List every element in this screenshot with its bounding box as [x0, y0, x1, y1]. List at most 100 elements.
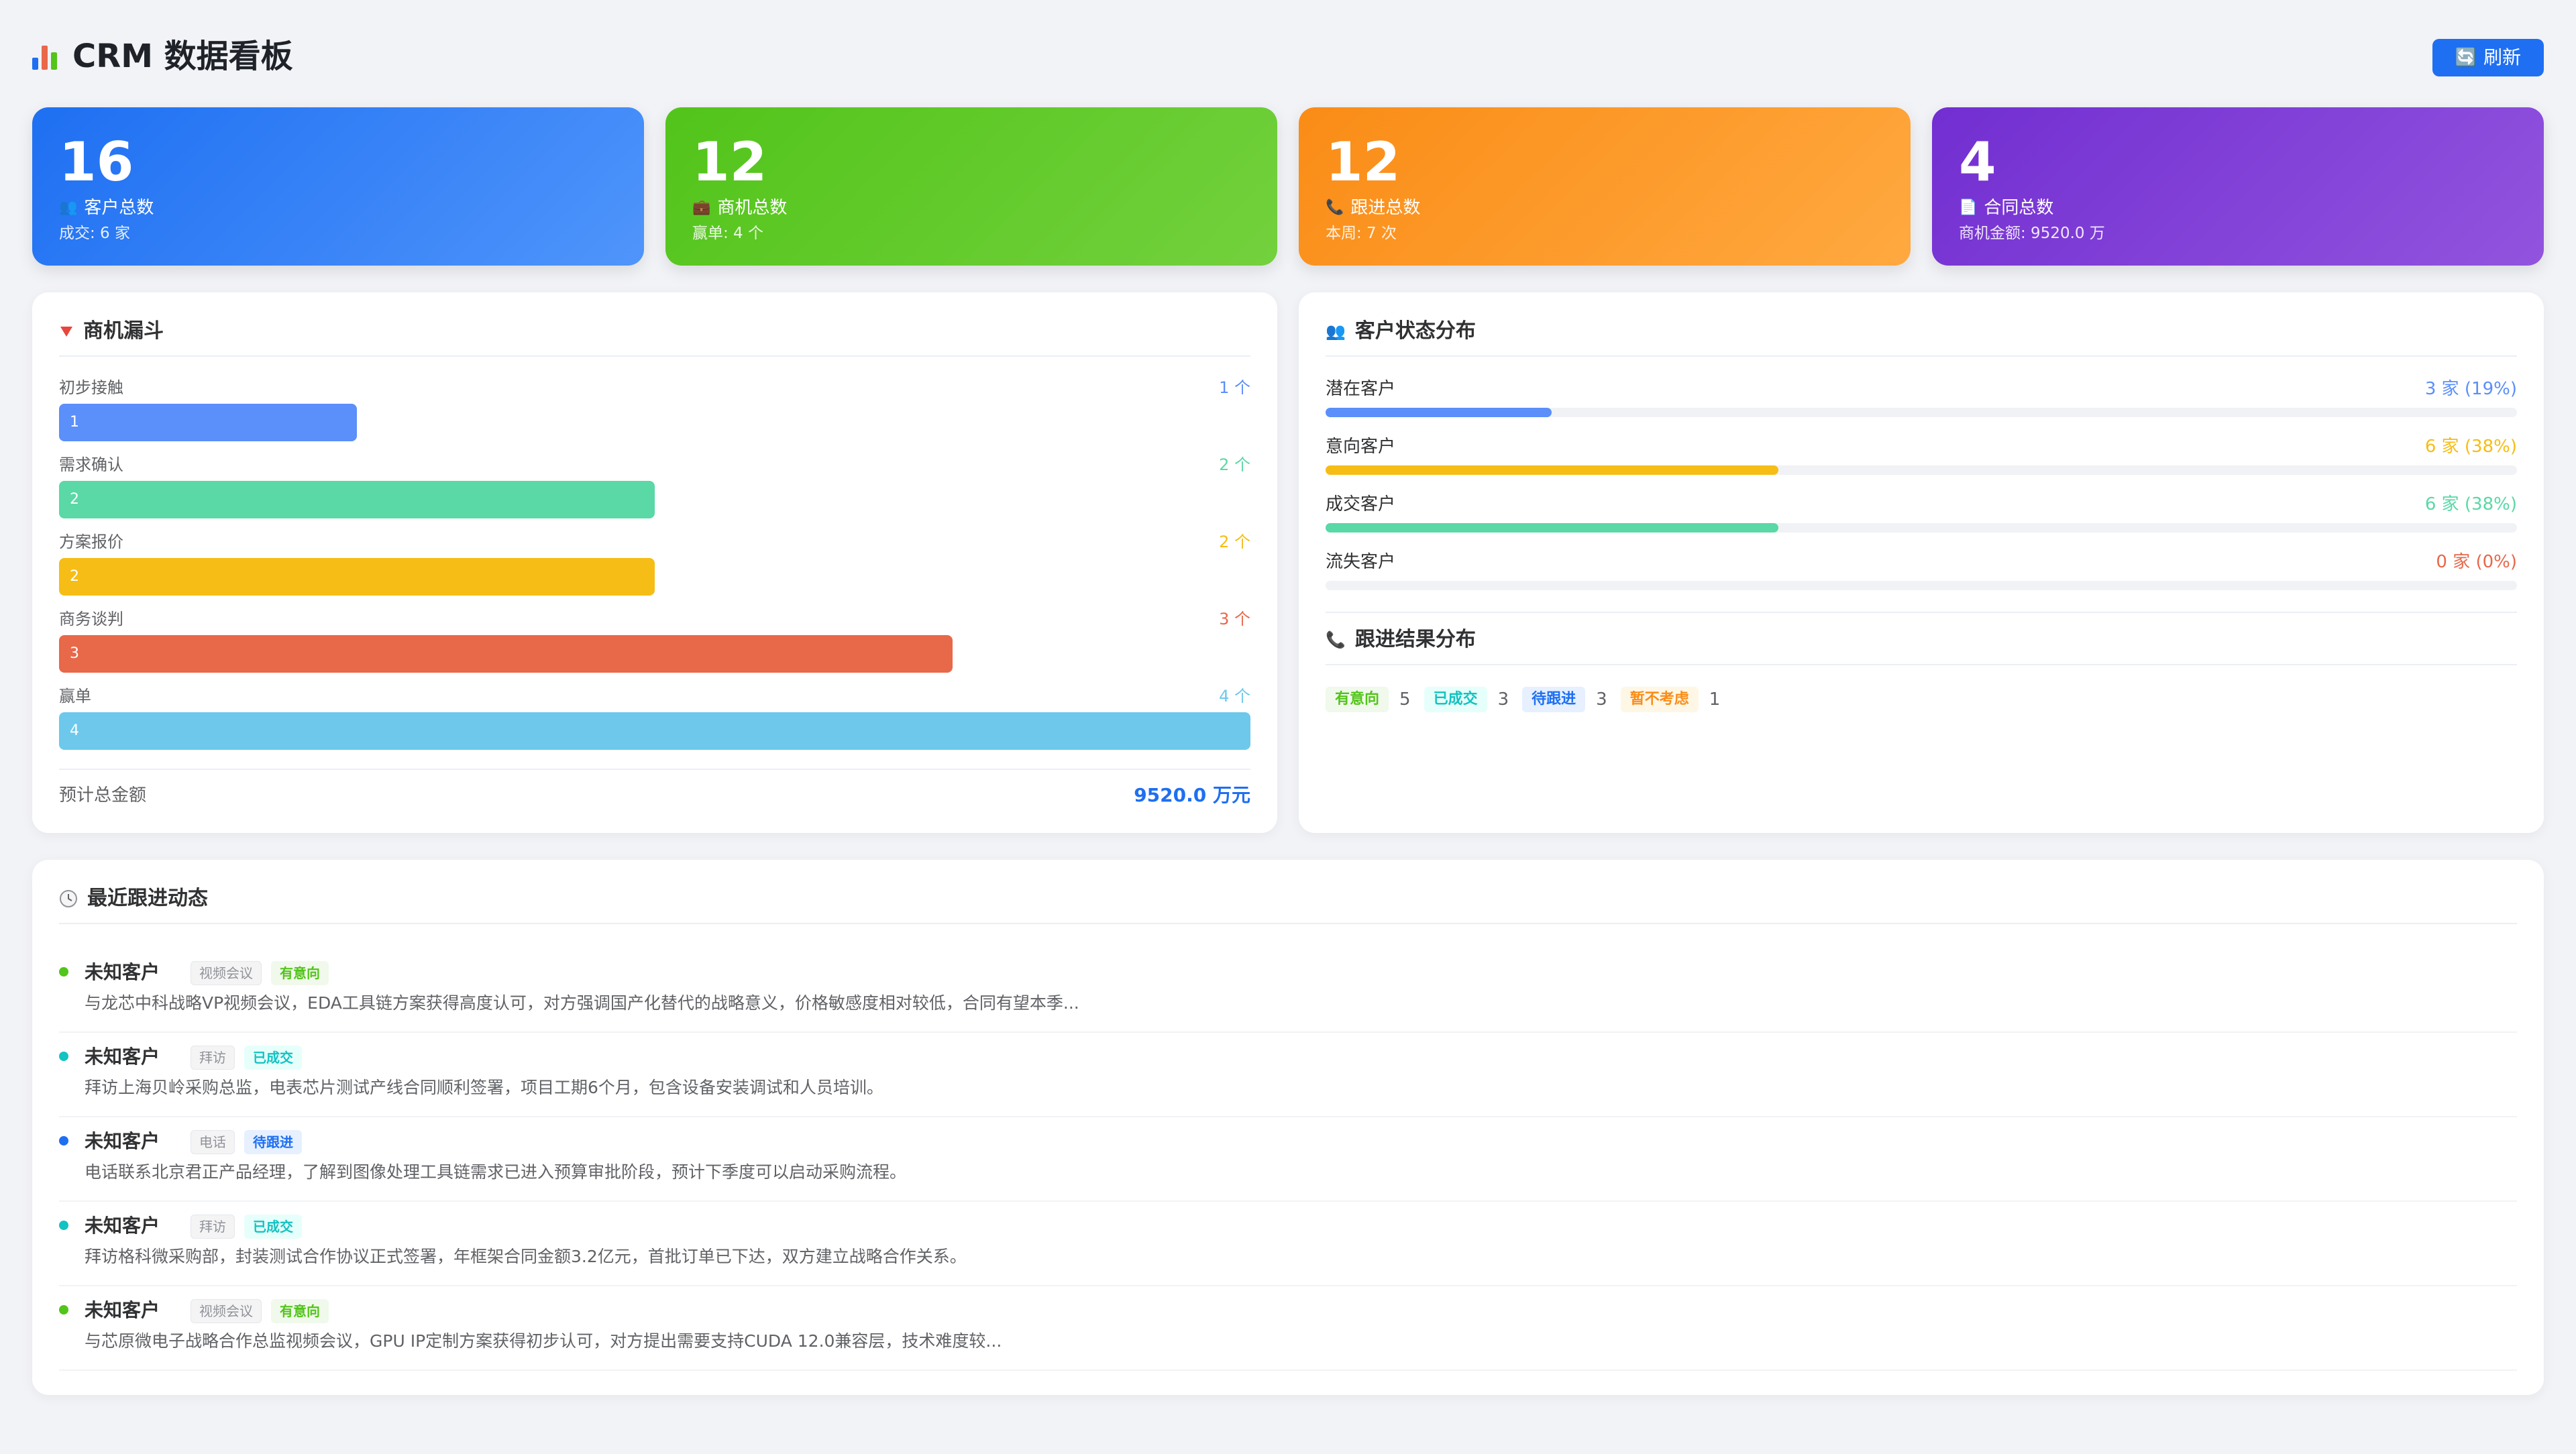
customer-status-panel: 👥 客户状态分布 潜在客户 3 家 (19%) 意向客户 6 家 (38%) 成交客户 6… — [1299, 292, 2544, 833]
funnel-stage-bar: 3 — [59, 635, 953, 673]
result-tag: 暂不考虑 — [1620, 687, 1699, 712]
funnel-stage-count: 4 个 — [1219, 687, 1250, 706]
funnel-stage-count: 1 个 — [1219, 378, 1250, 397]
briefcase-icon: 💼 — [692, 199, 711, 216]
status-label: 成交客户 — [1326, 494, 1396, 514]
funnel-stage-bar: 4 — [59, 712, 1250, 750]
phone-icon: 📞 — [1326, 630, 1346, 649]
status-progress-track — [1326, 523, 2517, 533]
clock-icon — [60, 890, 77, 907]
result-tag: 有意向 — [1326, 687, 1389, 712]
divider — [1326, 664, 2517, 665]
status-dot — [59, 1052, 68, 1061]
result-count: 5 — [1399, 689, 1411, 710]
recent-activity-panel: 最近跟进动态 未知客户 视频会议 有意向 与龙芯中科战略VP视频会议，EDA工具链方案… — [32, 860, 2544, 1395]
funnel-stage-label: 初步接触 — [59, 378, 123, 397]
status-progress-track — [1326, 581, 2517, 590]
status-row: 意向客户 6 家 (38%) — [1326, 435, 2517, 478]
funnel-stage-label: 需求确认 — [59, 455, 123, 474]
status-progress-fill — [1326, 523, 1778, 533]
funnel-stage-bar: 2 — [59, 558, 655, 596]
funnel-stage-bar: 1 — [59, 404, 357, 441]
document-icon: 📄 — [1959, 199, 1978, 216]
activity-item[interactable]: 未知客户 视频会议 有意向 与龙芯中科战略VP视频会议，EDA工具链方案获得高度认可，… — [59, 948, 2517, 1033]
status-title: 👥 客户状态分布 — [1326, 315, 1476, 347]
result-tags: 有意向 5 已成交 3 待跟进 3 暂不考虑 1 — [1326, 687, 1733, 712]
activity-result-tag: 待跟进 — [244, 1130, 302, 1154]
activity-result-tag: 有意向 — [271, 1299, 329, 1323]
users-icon: 👥 — [59, 199, 78, 216]
stat-cards: 16 👥 客户总数 成交: 6 家 12 💼 商机总数 赢单: 4 个 12 📞 跟进… — [32, 107, 2544, 266]
funnel-stage-bar: 2 — [59, 481, 655, 518]
stat-label: 💼 商机总数 — [692, 192, 787, 224]
stat-value: 12 — [1326, 131, 1401, 193]
divider — [1326, 612, 2517, 613]
funnel-stage-count: 3 个 — [1219, 610, 1250, 628]
stat-value: 4 — [1959, 131, 1996, 193]
activity-description: 拜访上海贝岭采购总监，电表芯片测试产线合同顺利签署，项目工期6个月，包含设备安装… — [85, 1078, 883, 1097]
activity-item[interactable]: 未知客户 拜访 已成交 拜访上海贝岭采购总监，电表芯片测试产线合同顺利签署，项目工期6… — [59, 1033, 2517, 1117]
stat-value: 16 — [59, 131, 134, 193]
status-label: 流失客户 — [1326, 552, 1396, 572]
funnel-icon — [60, 327, 72, 337]
activity-result-tag: 已成交 — [244, 1046, 302, 1070]
activity-item[interactable]: 未知客户 电话 待跟进 电话联系北京君正产品经理，了解到图像处理工具链需求已进入预算审… — [59, 1117, 2517, 1202]
status-progress-fill — [1326, 408, 1552, 417]
stat-sub: 本周: 7 次 — [1326, 225, 1397, 242]
users-icon: 👥 — [1326, 322, 1346, 341]
stat-card-customers: 16 👥 客户总数 成交: 6 家 — [32, 107, 644, 266]
divider — [59, 769, 1250, 770]
stat-card-opportunities: 12 💼 商机总数 赢单: 4 个 — [665, 107, 1277, 266]
status-dot — [59, 1305, 68, 1315]
status-label: 潜在客户 — [1326, 379, 1396, 399]
stat-sub: 商机金额: 9520.0 万 — [1959, 225, 2105, 242]
stat-card-followups: 12 📞 跟进总数 本周: 7 次 — [1299, 107, 1911, 266]
activity-description: 与龙芯中科战略VP视频会议，EDA工具链方案获得高度认可，对方强调国产化替代的战… — [85, 993, 1079, 1013]
page-title: CRM 数据看板 — [32, 35, 293, 78]
divider — [1326, 355, 2517, 357]
result-tag: 待跟进 — [1522, 687, 1586, 712]
status-count: 6 家 (38%) — [2424, 494, 2517, 514]
status-progress-track — [1326, 465, 2517, 475]
activity-customer: 未知客户 — [85, 1046, 160, 1068]
status-dot — [59, 1136, 68, 1145]
funnel-stage-label: 方案报价 — [59, 533, 123, 551]
stat-label: 📞 跟进总数 — [1326, 192, 1420, 224]
header: CRM 数据看板 🔄 刷新 — [32, 35, 2544, 78]
results-title: 📞 跟进结果分布 — [1326, 624, 1476, 656]
activity-type-tag: 拜访 — [191, 1215, 235, 1239]
refresh-icon: 🔄 — [2455, 48, 2477, 68]
page-title-text: CRM 数据看板 — [72, 38, 293, 75]
status-count: 0 家 (0%) — [2436, 552, 2517, 572]
funnel-stage-count: 2 个 — [1219, 455, 1250, 474]
stat-value: 12 — [692, 131, 767, 193]
status-row: 流失客户 0 家 (0%) — [1326, 550, 2517, 593]
result-count: 3 — [1596, 689, 1607, 710]
status-label: 意向客户 — [1326, 437, 1396, 457]
phone-icon: 📞 — [1326, 199, 1344, 216]
funnel-total-value: 9520.0 万元 — [1134, 784, 1250, 806]
status-count: 3 家 (19%) — [2424, 379, 2517, 399]
activity-item[interactable]: 未知客户 视频会议 有意向 与芯原微电子战略合作总监视频会议，GPU IP定制方案获得… — [59, 1286, 2517, 1371]
stat-sub: 赢单: 4 个 — [692, 225, 764, 242]
status-progress-track — [1326, 408, 2517, 417]
result-count: 1 — [1709, 689, 1721, 710]
activity-type-tag: 视频会议 — [191, 961, 262, 985]
stat-card-contracts: 4 📄 合同总数 商机金额: 9520.0 万 — [1932, 107, 2544, 266]
funnel-title: 商机漏斗 — [59, 315, 164, 347]
result-tag: 已成交 — [1424, 687, 1487, 712]
funnel-stage: 初步接触 1 个 1 — [59, 376, 1250, 443]
activity-item[interactable]: 未知客户 拜访 已成交 拜访格科微采购部，封装测试合作协议正式签署，年框架合同金额3.… — [59, 1202, 2517, 1286]
status-progress-fill — [1326, 465, 1778, 475]
divider — [59, 923, 2517, 924]
stat-label: 👥 客户总数 — [59, 192, 154, 224]
funnel-total-label: 预计总金额 — [59, 785, 147, 805]
bar-chart-icon — [32, 43, 59, 70]
activity-type-tag: 视频会议 — [191, 1299, 262, 1323]
funnel-stage-count: 2 个 — [1219, 533, 1250, 551]
activity-customer: 未知客户 — [85, 1130, 160, 1152]
status-dot — [59, 1221, 68, 1230]
result-count: 3 — [1497, 689, 1509, 710]
funnel-stage: 商务谈判 3 个 3 — [59, 607, 1250, 674]
refresh-button[interactable]: 🔄 刷新 — [2432, 39, 2544, 76]
